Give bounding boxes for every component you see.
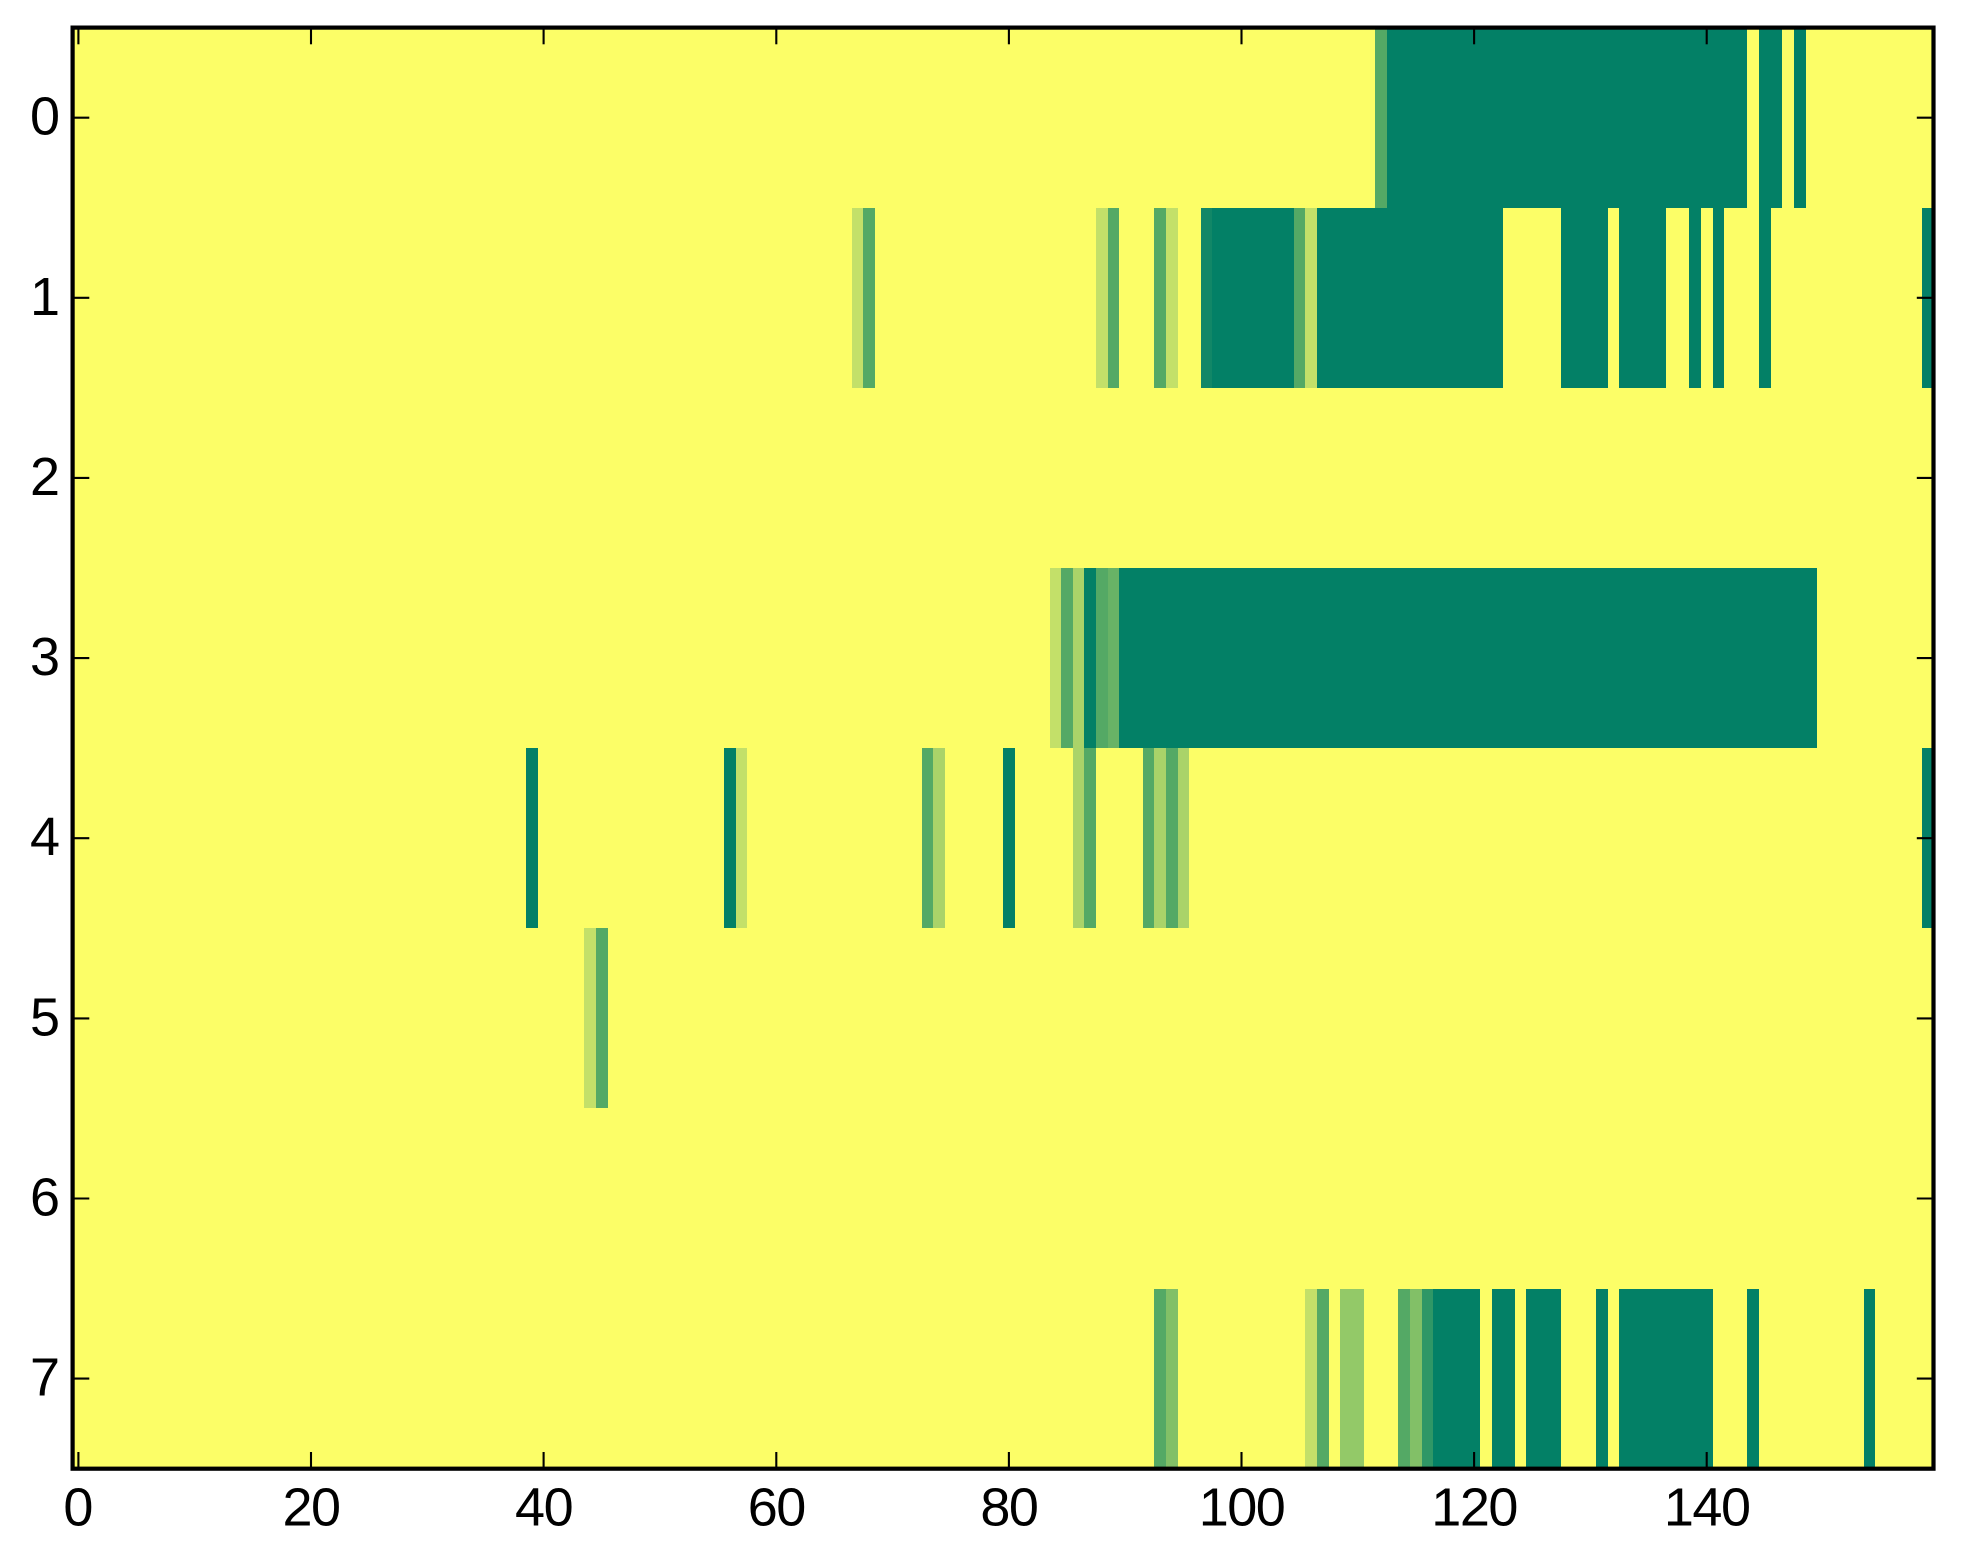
svg-text:100: 100: [1199, 1478, 1285, 1538]
svg-text:6: 6: [30, 1168, 60, 1228]
svg-text:0: 0: [63, 1478, 93, 1538]
svg-text:80: 80: [980, 1478, 1037, 1538]
svg-text:7: 7: [30, 1348, 60, 1408]
svg-text:1: 1: [30, 267, 60, 327]
svg-text:0: 0: [30, 87, 60, 147]
svg-text:20: 20: [282, 1478, 339, 1538]
svg-text:140: 140: [1664, 1478, 1750, 1538]
svg-text:60: 60: [748, 1478, 805, 1538]
svg-text:5: 5: [30, 987, 60, 1047]
svg-text:120: 120: [1431, 1478, 1517, 1538]
svg-text:2: 2: [30, 447, 60, 507]
svg-text:40: 40: [515, 1478, 572, 1538]
svg-text:4: 4: [30, 807, 60, 867]
svg-text:3: 3: [30, 627, 60, 687]
